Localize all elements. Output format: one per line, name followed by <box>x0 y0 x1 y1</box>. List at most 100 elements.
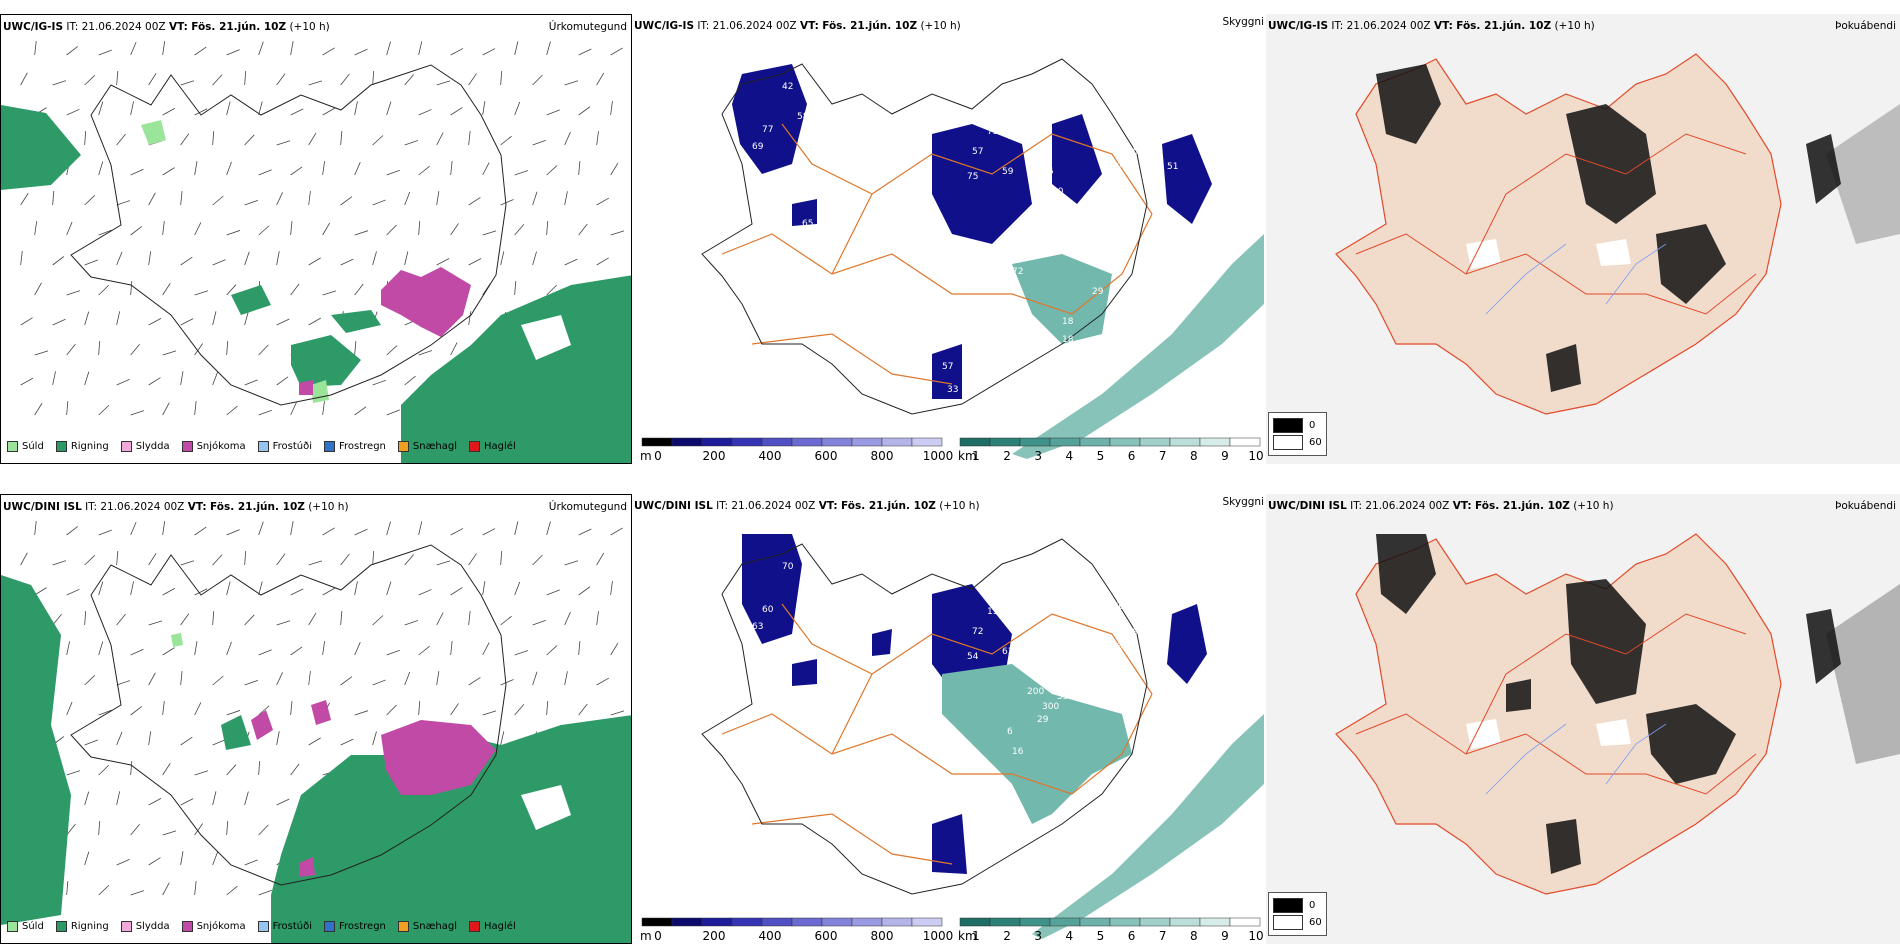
ceiling-label: 79 <box>1107 122 1119 132</box>
wind-barb <box>84 75 96 86</box>
ceiling-label: 84 <box>1027 207 1039 217</box>
wind-barb <box>340 738 354 746</box>
wind-barb <box>98 341 101 356</box>
wind-barb <box>386 649 400 656</box>
wind-barb <box>450 161 453 176</box>
colorbar-cell <box>881 917 913 927</box>
iceland-outline <box>701 538 1148 895</box>
wind-barb <box>116 378 130 386</box>
wind-barb <box>290 402 297 416</box>
wind-barb <box>244 134 255 146</box>
wind-barb <box>340 611 343 626</box>
wind-barb <box>130 823 140 836</box>
wind-barb <box>52 318 66 326</box>
wind-barb <box>180 736 193 746</box>
precip-legend-item: Haglél <box>469 441 516 452</box>
drizzle-area <box>141 120 329 403</box>
precip-map-bottom <box>1 521 631 943</box>
wind-barb <box>84 371 90 386</box>
ceiling-label: 75 <box>1127 147 1138 157</box>
ceiling-label: 71 <box>1137 147 1148 157</box>
wind-barb <box>322 222 331 236</box>
wind-barb <box>418 701 421 716</box>
wind-barb <box>98 49 112 56</box>
wind-barb <box>52 80 67 86</box>
wind-barb <box>450 703 459 716</box>
wind-barb <box>130 761 133 776</box>
fog-swatch <box>1273 915 1303 930</box>
wind-barb <box>148 552 157 566</box>
wind-barb <box>436 612 444 626</box>
wind-barb <box>468 611 471 626</box>
wind-barb <box>372 199 386 206</box>
panel-title: UWC/IG-IS IT: 21.06.2024 00Z VT: Fös. 21… <box>634 20 961 32</box>
wind-barb <box>468 311 472 326</box>
colorbar-tick: 7 <box>1159 929 1167 943</box>
precip-legend: Súld Rigning Slydda Snjókoma Frostúði Frostre… <box>7 441 516 452</box>
legend-swatch <box>120 921 132 932</box>
colorbar-cell <box>1169 437 1201 447</box>
wind-barb <box>162 41 166 56</box>
wind-barb <box>66 641 71 656</box>
iceland-outline <box>70 64 507 406</box>
precip-legend-item: Súld <box>7 921 44 932</box>
wind-barb <box>84 131 87 146</box>
colorbar-tick: 4 <box>1066 449 1074 463</box>
ceiling-label: 54 <box>967 652 979 662</box>
wind-barb <box>130 101 134 116</box>
precip-legend-item: Rigning <box>55 441 109 452</box>
wind-barb <box>436 132 444 146</box>
ceiling-label: 80 <box>1052 187 1064 197</box>
wind-barb <box>514 521 519 536</box>
wind-barb <box>130 521 137 536</box>
fog-white <box>1466 239 1631 269</box>
wind-barb <box>66 588 80 596</box>
wind-barb <box>148 672 156 686</box>
snow-area <box>299 267 471 395</box>
wind-barb <box>258 649 272 656</box>
snow-area <box>251 700 496 877</box>
colorbar-tick: 3 <box>1034 449 1042 463</box>
colorbar-cell <box>1079 917 1111 927</box>
ceiling-label: 57 <box>942 362 953 372</box>
wind-barb <box>514 101 521 116</box>
legend-swatch <box>7 921 18 932</box>
wind-barb <box>20 251 23 266</box>
colorbar-tick: 7 <box>1159 449 1167 463</box>
wind-barb <box>468 131 471 146</box>
wind-barb <box>212 675 224 686</box>
ceiling-label: 74 <box>822 697 834 707</box>
fog-legend-value: 60 <box>1309 917 1322 928</box>
colorbar-unit: km <box>958 449 977 463</box>
colorbar-tick: 10 <box>1248 449 1263 463</box>
wind-barb <box>226 284 237 296</box>
wind-barb <box>564 258 578 266</box>
wind-barb <box>322 641 325 656</box>
wind-barb <box>180 133 190 146</box>
wind-barb <box>340 258 354 266</box>
colorbar-cell <box>851 437 883 447</box>
wind-barb <box>84 675 96 686</box>
wind-barbs <box>20 41 625 416</box>
ceiling-label: 70 <box>782 562 794 572</box>
wind-barb <box>194 290 209 296</box>
wind-barb <box>564 191 568 206</box>
colorbar-tick: 800 <box>871 449 894 463</box>
precip-panel-bottom: UWC/DINI ISL IT: 21.06.2024 00Z VT: Fös.… <box>0 494 632 944</box>
panel-variable: Skyggni <box>1222 496 1265 508</box>
ceiling-label: 69 <box>752 142 764 152</box>
legend-label: Snjókoma <box>196 921 246 932</box>
ceiling-label: 51 <box>1167 162 1178 172</box>
wind-barb <box>354 230 369 236</box>
drizzle-area <box>171 633 183 647</box>
wind-barb <box>84 739 98 746</box>
wind-barb <box>514 41 519 56</box>
wind-barb <box>84 311 90 326</box>
precip-legend-item: Frostúði <box>257 921 312 932</box>
wind-barb <box>258 169 272 176</box>
colorbar-tick: 1000 <box>923 929 954 943</box>
wind-barb <box>546 109 560 116</box>
fog-roads <box>1355 613 1757 795</box>
wind-barb <box>226 581 231 596</box>
wind-barb <box>162 350 177 356</box>
